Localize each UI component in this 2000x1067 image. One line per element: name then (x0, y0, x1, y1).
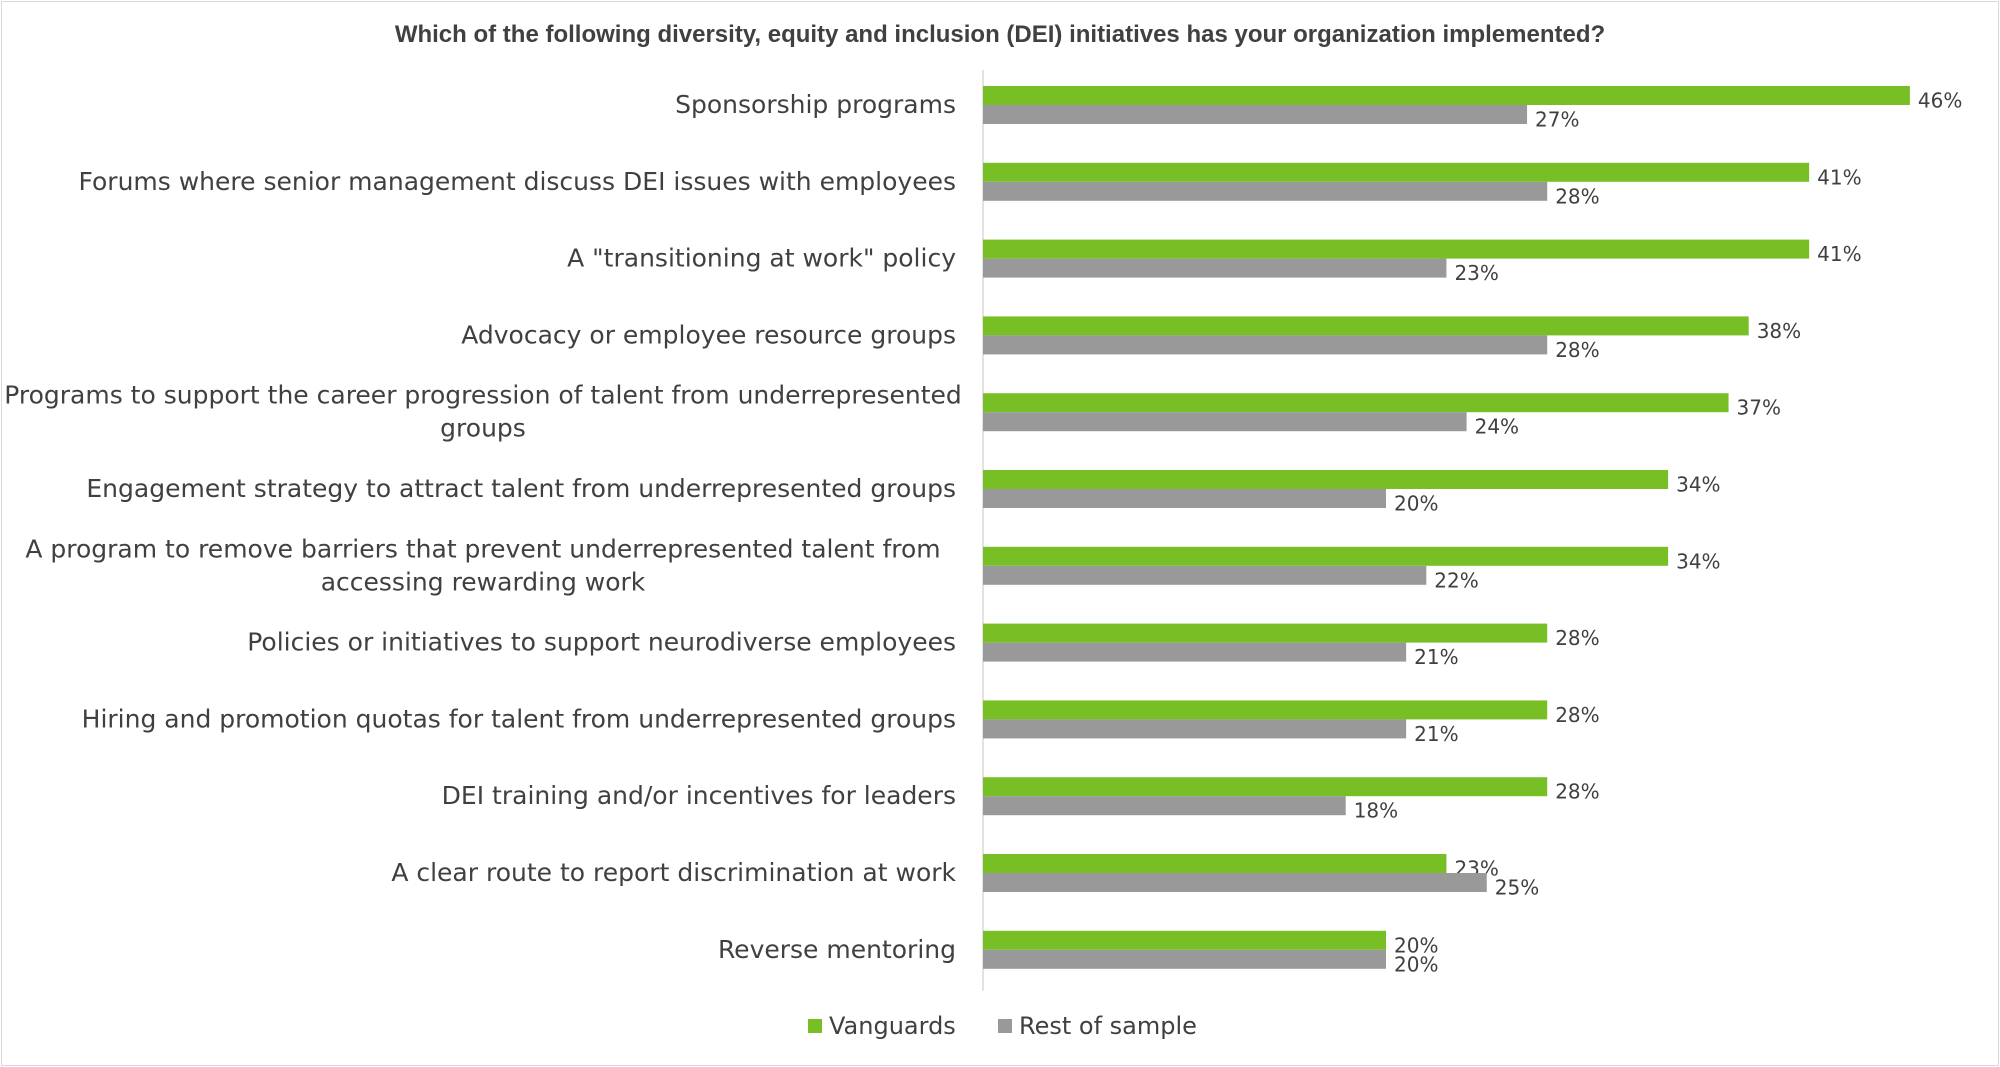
data-label: 34% (1676, 549, 1720, 573)
data-label: 21% (1414, 722, 1458, 746)
data-label: 20% (1394, 952, 1438, 976)
data-label: 25% (1495, 876, 1539, 900)
category-label: A "transitioning at work" policy (567, 244, 956, 273)
data-label: 27% (1535, 108, 1579, 132)
bar-vanguards (983, 854, 1447, 873)
data-label: 20% (1394, 933, 1438, 957)
category-label: DEI training and/or incentives for leade… (442, 781, 956, 810)
data-label: 24% (1475, 415, 1519, 439)
legend-swatch-rest-of-sample (998, 1019, 1012, 1033)
data-label: 37% (1737, 396, 1781, 420)
data-label: 28% (1555, 703, 1599, 727)
bar-rest-of-sample (983, 489, 1386, 508)
category-label: Advocacy or employee resource groups (461, 320, 956, 349)
category-label: A clear route to report discrimination a… (391, 858, 956, 887)
bar-vanguards (983, 316, 1749, 336)
bar-rest-of-sample (983, 412, 1467, 432)
bar-vanguards (983, 777, 1548, 797)
category-label: Reverse mentoring (718, 935, 956, 964)
category-label: Policies or initiatives to support neuro… (247, 628, 956, 657)
bar-rest-of-sample (983, 105, 1528, 124)
legend: Vanguards Rest of sample (808, 1012, 1197, 1040)
data-label: 18% (1354, 799, 1398, 823)
data-label: 21% (1414, 645, 1458, 669)
data-label: 41% (1817, 165, 1861, 189)
category-label: Forums where senior management discuss D… (79, 167, 957, 196)
bars-layer: Sponsorship programs 46% 27% Forums where s… (4, 70, 1962, 991)
category-label: Hiring and promotion quotas for talent f… (82, 704, 956, 733)
data-label: 34% (1676, 473, 1720, 497)
data-label: 46% (1918, 89, 1962, 113)
data-label: 20% (1394, 492, 1438, 516)
data-label: 23% (1454, 261, 1498, 285)
bar-vanguards (983, 623, 1548, 643)
bar-rest-of-sample (983, 181, 1548, 201)
legend-swatch-vanguards (808, 1019, 822, 1033)
data-label: 28% (1555, 184, 1599, 208)
bar-rest-of-sample (983, 335, 1548, 355)
bar-vanguards (983, 700, 1548, 720)
bar-vanguards (983, 546, 1669, 566)
bar-vanguards (983, 86, 1910, 105)
bar-vanguards (983, 239, 1810, 259)
bar-vanguards (983, 393, 1729, 413)
category-label: groups (440, 414, 526, 443)
bar-vanguards (983, 162, 1810, 182)
data-label: 28% (1555, 780, 1599, 804)
bar-rest-of-sample (983, 565, 1427, 585)
bar-rest-of-sample (983, 258, 1447, 278)
data-label: 38% (1757, 319, 1801, 343)
bar-vanguards (983, 930, 1386, 950)
legend-label-rest-of-sample: Rest of sample (1019, 1012, 1197, 1040)
data-label: 41% (1817, 242, 1861, 266)
chart-title: Which of the following diversity, equity… (395, 21, 1605, 48)
data-label: 28% (1555, 626, 1599, 650)
bar-rest-of-sample (983, 642, 1407, 662)
bar-rest-of-sample (983, 949, 1386, 969)
category-label: Programs to support the career progressi… (4, 381, 962, 410)
category-label: Sponsorship programs (675, 90, 956, 119)
category-label: accessing rewarding work (321, 567, 646, 596)
legend-label-vanguards: Vanguards (829, 1012, 956, 1040)
bar-rest-of-sample (983, 873, 1487, 892)
bar-vanguards (983, 470, 1669, 489)
category-label: A program to remove barriers that preven… (25, 534, 940, 563)
data-label: 28% (1555, 338, 1599, 362)
data-label: 22% (1434, 568, 1478, 592)
bar-rest-of-sample (983, 796, 1346, 816)
category-label: Engagement strategy to attract talent fr… (86, 474, 956, 503)
bar-rest-of-sample (983, 719, 1407, 739)
